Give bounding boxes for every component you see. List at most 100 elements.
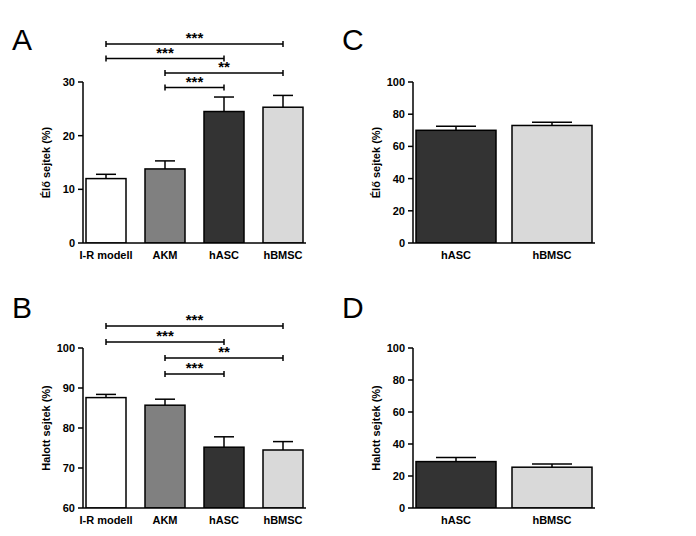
- bar: [145, 169, 185, 243]
- panel-letter: A: [12, 23, 32, 56]
- tick-label: 20: [393, 470, 405, 482]
- error-bar: [96, 174, 116, 178]
- error-bar: [273, 442, 293, 450]
- x-axis: [413, 507, 595, 509]
- bar: [86, 398, 126, 508]
- tick-label: 90: [63, 382, 75, 394]
- bar: [416, 130, 496, 243]
- tick-label: 40: [393, 438, 405, 450]
- bracket-end: [282, 41, 284, 47]
- axis-title: Élő sejtek (%): [370, 126, 382, 198]
- bracket-end: [164, 371, 166, 377]
- tick-label: 20: [393, 205, 405, 217]
- figure: A 0 10 20 30 Élő sejtek (%) I-R modell AKM hASC h…: [0, 0, 696, 536]
- error-bar: [436, 458, 476, 462]
- bars: [416, 122, 592, 243]
- tick: [408, 379, 413, 381]
- tick: [408, 113, 413, 115]
- significance: **: [218, 58, 230, 75]
- bracket-end: [164, 85, 166, 91]
- bar: [204, 112, 244, 243]
- tick: [78, 387, 83, 389]
- significance: ***: [186, 311, 204, 328]
- category-label: hBMSC: [263, 514, 302, 526]
- error-bar: [214, 437, 234, 447]
- category-label: hASC: [209, 249, 239, 261]
- tick: [78, 467, 83, 469]
- error-bar: [96, 394, 116, 397]
- tick-label: 0: [399, 237, 405, 249]
- tick-label: 80: [393, 108, 405, 120]
- bars: [86, 394, 303, 508]
- bracket-end: [105, 339, 107, 345]
- tick-label: 60: [393, 406, 405, 418]
- tick-label: 0: [399, 502, 405, 514]
- significance: **: [218, 343, 230, 360]
- tick: [408, 443, 413, 445]
- axis-title: Halott sejtek (%): [370, 385, 382, 471]
- category-label: hASC: [441, 249, 471, 261]
- tick: [78, 242, 83, 244]
- error-bar: [155, 161, 175, 169]
- category-label: AKM: [152, 249, 177, 261]
- bar: [145, 405, 185, 508]
- tick: [408, 347, 413, 349]
- tick: [78, 347, 83, 349]
- tick: [408, 475, 413, 477]
- bracket-end: [105, 56, 107, 62]
- x-axis: [83, 242, 306, 244]
- bracket-end: [223, 85, 225, 91]
- tick: [408, 178, 413, 180]
- error-bar: [532, 464, 572, 467]
- panel: A0102030Élő sejtek (%)I-R modellAKMhASCh…: [12, 23, 306, 261]
- tick: [78, 427, 83, 429]
- panel: B60708090100Halott sejtek (%)I-R modellA…: [12, 291, 306, 526]
- tick-label: 30: [63, 76, 75, 88]
- tick-label: 0: [69, 237, 75, 249]
- bracket-end: [282, 323, 284, 329]
- bar: [263, 450, 303, 508]
- tick-label: 60: [393, 140, 405, 152]
- category-label: I-R modell: [79, 514, 132, 526]
- significance: ***: [186, 29, 204, 46]
- x-axis: [83, 507, 306, 509]
- bracket-end: [105, 323, 107, 329]
- bars: [86, 95, 303, 243]
- tick: [408, 146, 413, 148]
- bar: [512, 125, 592, 243]
- category-label: hASC: [209, 514, 239, 526]
- panel-letter: D: [342, 291, 364, 324]
- tick: [408, 210, 413, 212]
- bracket-end: [105, 41, 107, 47]
- bar: [512, 467, 592, 508]
- error-bar: [214, 97, 234, 111]
- category-label: hBMSC: [532, 249, 571, 261]
- significance: ***: [156, 44, 174, 61]
- tick-label: 100: [57, 342, 75, 354]
- bracket-end: [164, 70, 166, 76]
- error-bar: [532, 122, 572, 125]
- category-label: AKM: [152, 514, 177, 526]
- tick: [78, 189, 83, 191]
- tick-label: 10: [63, 183, 75, 195]
- panel-letter: C: [342, 23, 364, 56]
- bars: [416, 458, 592, 508]
- tick-label: 80: [393, 374, 405, 386]
- tick: [408, 242, 413, 244]
- panel: C 0 20 40 60 80 100 Élő sejtek (%) hASC hBMSC: [342, 23, 595, 261]
- bracket-end: [282, 355, 284, 361]
- y-axis: [82, 82, 84, 243]
- tick-label: 100: [387, 76, 405, 88]
- category-label: hASC: [441, 514, 471, 526]
- tick-label: 40: [393, 173, 405, 185]
- error-bar: [436, 126, 476, 130]
- axis-title: Halott sejtek (%): [40, 385, 52, 471]
- significance: ***: [186, 359, 204, 376]
- tick: [78, 81, 83, 83]
- tick: [408, 507, 413, 509]
- category-label: hBMSC: [263, 249, 302, 261]
- tick: [78, 135, 83, 137]
- panel-letter: B: [12, 291, 32, 324]
- bracket-end: [282, 70, 284, 76]
- tick: [408, 411, 413, 413]
